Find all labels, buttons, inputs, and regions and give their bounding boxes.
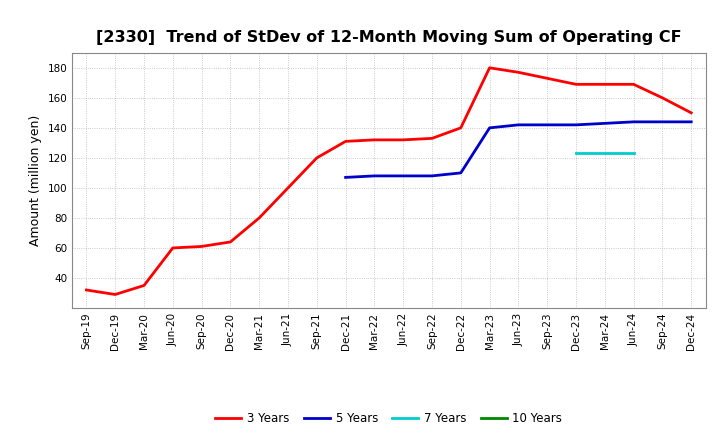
Y-axis label: Amount (million yen): Amount (million yen) bbox=[29, 115, 42, 246]
Title: [2330]  Trend of StDev of 12-Month Moving Sum of Operating CF: [2330] Trend of StDev of 12-Month Moving… bbox=[96, 29, 682, 45]
Legend: 3 Years, 5 Years, 7 Years, 10 Years: 3 Years, 5 Years, 7 Years, 10 Years bbox=[210, 407, 567, 430]
